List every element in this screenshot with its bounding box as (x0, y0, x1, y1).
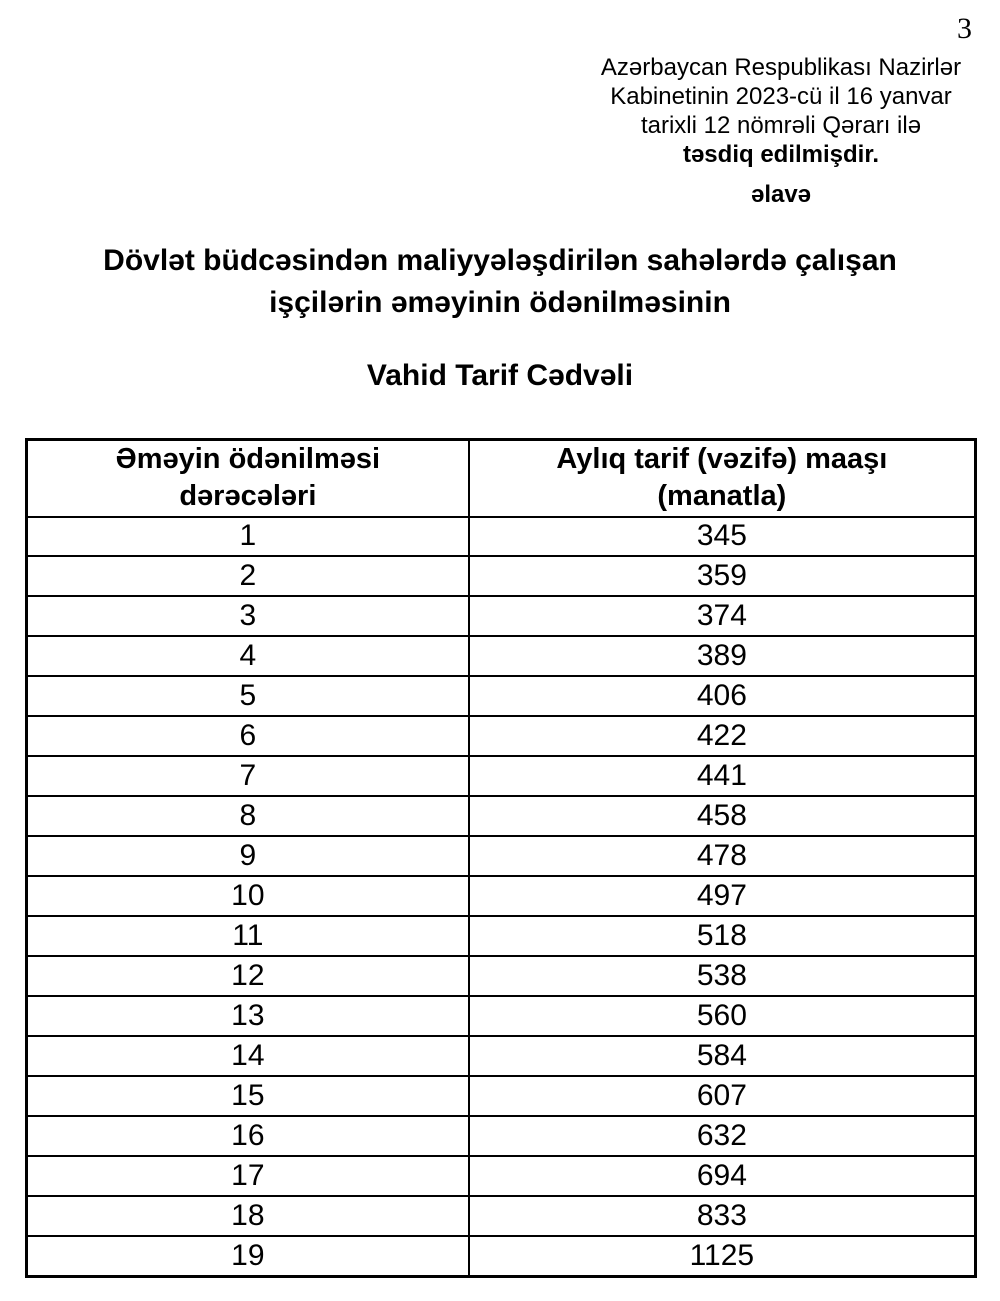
table-row: 9 478 (25, 835, 977, 878)
title-line-2: işçilərin əməyinin ödənilməsinin (269, 286, 731, 319)
grade-cell: 19 (25, 1234, 470, 1278)
table-header-row: Əməyin ödənilməsi dərəcələri Aylıq tarif… (25, 438, 977, 518)
header-salary-line-1: Aylıq tarif (vəzifə) maaşı (556, 443, 888, 476)
document-title: Dövlət büdcəsindən maliyyələşdirilən sah… (0, 240, 1000, 324)
grade-cell: 1 (25, 515, 470, 558)
grade-cell: 6 (25, 715, 470, 758)
salary-cell: 374 (467, 595, 977, 638)
table-row: 19 1125 (25, 1234, 977, 1278)
tariff-table: Əməyin ödənilməsi dərəcələri Aylıq tarif… (25, 438, 977, 1278)
grade-cell: 8 (25, 795, 470, 838)
salary-cell: 478 (467, 835, 977, 878)
table-row: 10 497 (25, 875, 977, 918)
title-line-1: Dövlət büdcəsindən maliyyələşdirilən sah… (103, 244, 897, 277)
table-row: 13 560 (25, 994, 977, 1037)
grade-cell: 9 (25, 835, 470, 878)
table-row: 1 345 (25, 515, 977, 558)
header-grade-line-1: Əməyin ödənilməsi (115, 443, 381, 476)
salary-cell: 632 (467, 1114, 977, 1157)
salary-cell: 458 (467, 795, 977, 838)
grade-cell: 16 (25, 1114, 470, 1157)
salary-cell: 441 (467, 755, 977, 798)
grade-cell: 2 (25, 555, 470, 598)
table-row: 4 389 (25, 635, 977, 678)
salary-cell: 518 (467, 915, 977, 957)
header-grade-column: Əməyin ödənilməsi dərəcələri (25, 438, 470, 518)
approval-block: Azərbaycan Respublikası Nazirlər Kabinet… (562, 53, 1000, 209)
grade-cell: 4 (25, 635, 470, 678)
annex-label: əlavə (750, 181, 812, 208)
grade-cell: 3 (25, 595, 470, 638)
table-row: 15 607 (25, 1074, 977, 1117)
grade-cell: 10 (25, 875, 470, 918)
salary-cell: 1125 (467, 1234, 977, 1278)
page-number: 3 (957, 12, 972, 45)
document-subtitle: Vahid Tarif Cədvəli (366, 359, 634, 392)
table-row: 14 584 (25, 1034, 977, 1077)
table-row: 5 406 (25, 675, 977, 718)
approval-line-3: tarixli 12 nömrəli Qərarı ilə (640, 112, 922, 139)
salary-cell: 422 (467, 715, 977, 758)
grade-cell: 15 (25, 1074, 470, 1117)
grade-cell: 13 (25, 994, 470, 1037)
grade-cell: 5 (25, 675, 470, 718)
salary-cell: 359 (467, 555, 977, 598)
grade-cell: 11 (25, 915, 470, 957)
grade-cell: 14 (25, 1034, 470, 1077)
approval-line-2: Kabinetinin 2023-cü il 16 yanvar (610, 83, 952, 110)
table-row: 3 374 (25, 595, 977, 638)
table-row: 8 458 (25, 795, 977, 838)
salary-cell: 389 (467, 635, 977, 678)
approval-line-bold: təsdiq edilmişdir. (682, 141, 880, 168)
table-row: 2 359 (25, 555, 977, 598)
salary-cell: 694 (467, 1154, 977, 1197)
salary-cell: 406 (467, 675, 977, 718)
salary-cell: 538 (467, 954, 977, 997)
salary-cell: 497 (467, 875, 977, 918)
table-row: 6 422 (25, 715, 977, 758)
table-row: 18 833 (25, 1194, 977, 1237)
grade-cell: 12 (25, 954, 470, 997)
table-row: 11 518 (25, 915, 977, 957)
header-salary-line-2: (manatla) (657, 480, 787, 513)
header-salary-column: Aylıq tarif (vəzifə) maaşı (manatla) (467, 438, 977, 518)
grade-cell: 7 (25, 755, 470, 798)
approval-line-1: Azərbaycan Respublikası Nazirlər (600, 54, 962, 81)
grade-cell: 17 (25, 1154, 470, 1197)
table-row: 17 694 (25, 1154, 977, 1197)
table-row: 7 441 (25, 755, 977, 798)
salary-cell: 345 (467, 515, 977, 558)
header-grade-line-2: dərəcələri (179, 480, 317, 513)
salary-cell: 584 (467, 1034, 977, 1077)
table-row: 12 538 (25, 954, 977, 997)
salary-cell: 607 (467, 1074, 977, 1117)
salary-cell: 833 (467, 1194, 977, 1237)
table-row: 16 632 (25, 1114, 977, 1157)
tariff-table-body: 1 345 2 359 3 374 4 389 5 406 6 422 7 44… (25, 515, 977, 1278)
salary-cell: 560 (467, 994, 977, 1037)
grade-cell: 18 (25, 1194, 470, 1237)
